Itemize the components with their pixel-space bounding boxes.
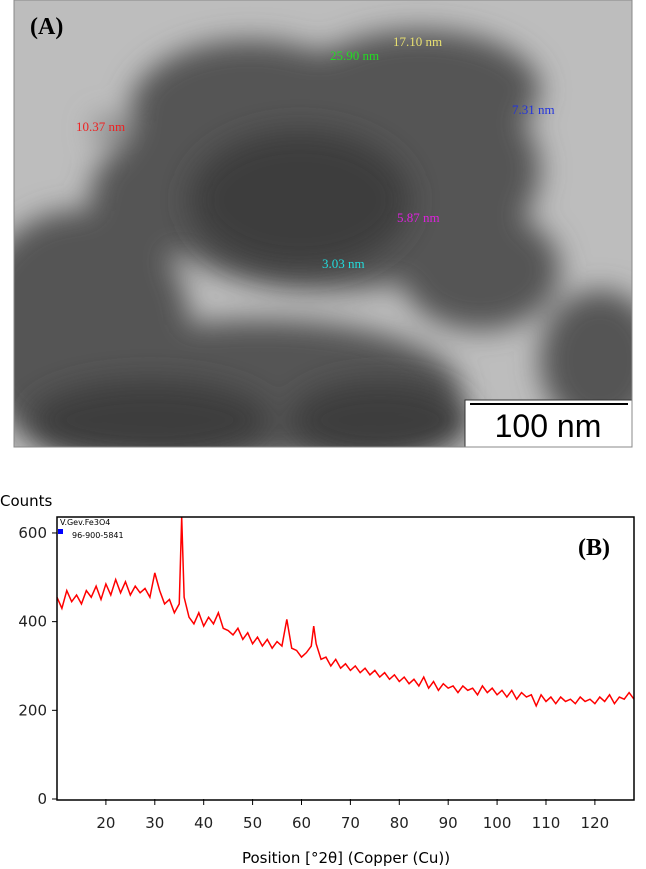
measurement: 5.87 nm xyxy=(397,210,440,225)
xrd-chart: 0 200 400 600 20 30 40 50 60 70 80 90 100 110 120 xyxy=(18,516,635,832)
x-tick-label: 100 xyxy=(483,814,512,832)
measurement: 25.90 nm xyxy=(330,48,379,63)
image-border xyxy=(13,0,633,448)
measurement: 17.10 nm xyxy=(393,34,442,49)
x-tick-label: 60 xyxy=(292,814,311,832)
measurement: 3.03 nm xyxy=(322,256,365,271)
x-tick-label: 110 xyxy=(532,814,561,832)
x-tick-label: 30 xyxy=(145,814,164,832)
x-tick-label: 50 xyxy=(243,814,262,832)
data-line xyxy=(56,516,635,708)
y-tick-label: 400 xyxy=(18,613,47,631)
tem-image xyxy=(14,0,632,447)
legend-entry: 96-900-5841 xyxy=(72,531,124,540)
legend-swatch xyxy=(58,529,63,534)
panel-label: (A) xyxy=(30,14,63,40)
x-tick-label: 20 xyxy=(96,814,115,832)
legend-entry: V.Gev.Fe3O4 xyxy=(60,518,110,527)
plot-frame xyxy=(56,516,635,801)
x-tick-label: 120 xyxy=(581,814,610,832)
x-axis-label: Position [°2θ] (Copper (Cu)) xyxy=(242,849,450,867)
panel-label: (B) xyxy=(578,535,610,561)
x-tick-label: 70 xyxy=(341,814,360,832)
y-tick-label: 0 xyxy=(37,790,47,808)
y-tick-label: 600 xyxy=(18,524,47,542)
x-tick-label: 40 xyxy=(194,814,213,832)
measurement: 10.37 nm xyxy=(76,119,125,134)
scale-bar-label: 100 nm xyxy=(495,408,602,444)
measurement: 7.31 nm xyxy=(512,102,555,117)
y-axis-label: Counts xyxy=(0,492,53,510)
x-tick-label: 80 xyxy=(390,814,409,832)
y-tick-label: 200 xyxy=(18,701,47,719)
x-tick-label: 90 xyxy=(439,814,458,832)
